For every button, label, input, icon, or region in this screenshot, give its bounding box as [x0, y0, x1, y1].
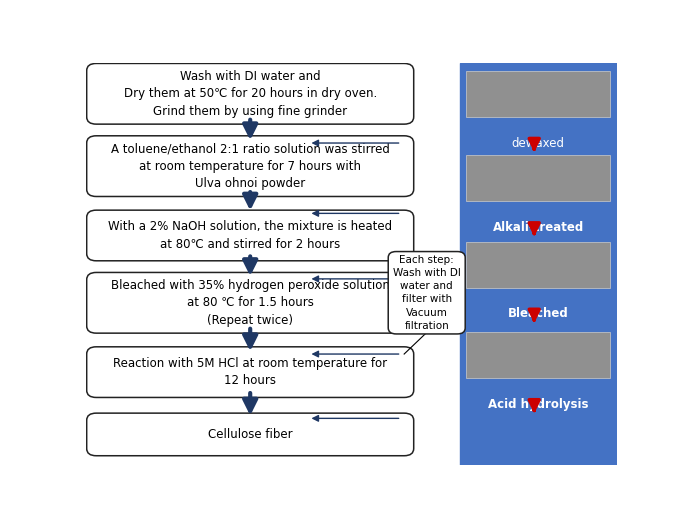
- Text: Bleached with 35% hydrogen peroxide solution
at 80 ℃ for 1.5 hours
(Repeat twice: Bleached with 35% hydrogen peroxide solu…: [111, 279, 390, 327]
- FancyBboxPatch shape: [466, 242, 610, 288]
- Text: Wash with DI water and
Dry them at 50℃ for 20 hours in dry oven.
Grind them by u: Wash with DI water and Dry them at 50℃ f…: [123, 70, 377, 118]
- FancyBboxPatch shape: [87, 347, 414, 397]
- Text: With a 2% NaOH solution, the mixture is heated
at 80℃ and stirred for 2 hours: With a 2% NaOH solution, the mixture is …: [108, 220, 393, 251]
- Text: Acid hydrolysis: Acid hydrolysis: [488, 398, 588, 411]
- FancyBboxPatch shape: [87, 210, 414, 261]
- Text: A toluene/ethanol 2:1 ratio solution was stirred
at room temperature for 7 hours: A toluene/ethanol 2:1 ratio solution was…: [111, 142, 390, 190]
- FancyBboxPatch shape: [460, 63, 616, 465]
- Text: Bleached: Bleached: [508, 307, 569, 321]
- FancyBboxPatch shape: [466, 155, 610, 201]
- FancyBboxPatch shape: [466, 70, 610, 117]
- Text: Reaction with 5M HCl at room temperature for
12 hours: Reaction with 5M HCl at room temperature…: [113, 357, 387, 387]
- Text: Cellulose fiber: Cellulose fiber: [208, 428, 292, 441]
- FancyBboxPatch shape: [87, 64, 414, 124]
- FancyBboxPatch shape: [388, 252, 465, 334]
- Text: Alkali-treated: Alkali-treated: [493, 221, 584, 234]
- FancyBboxPatch shape: [87, 413, 414, 456]
- Text: Each step:
Wash with DI
water and
filter with
Vacuum
filtration: Each step: Wash with DI water and filter…: [393, 255, 460, 331]
- FancyBboxPatch shape: [87, 272, 414, 333]
- FancyBboxPatch shape: [87, 136, 414, 196]
- FancyBboxPatch shape: [466, 332, 610, 378]
- Text: dewaxed: dewaxed: [512, 137, 564, 149]
